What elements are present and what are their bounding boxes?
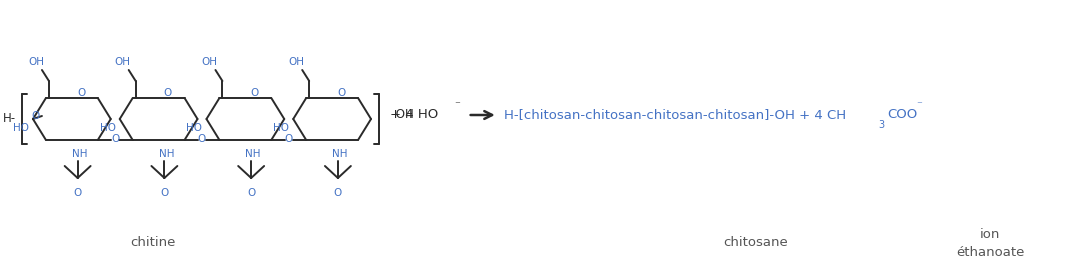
Text: O: O bbox=[32, 111, 40, 121]
Text: NH: NH bbox=[159, 149, 174, 159]
Text: O: O bbox=[337, 89, 346, 99]
Text: O: O bbox=[77, 89, 85, 99]
Text: H-[chitosan-chitosan-chitosan-chitosan]-OH + 4 CH: H-[chitosan-chitosan-chitosan-chitosan]-… bbox=[504, 109, 845, 122]
Text: HO: HO bbox=[100, 123, 115, 133]
Text: O: O bbox=[285, 134, 293, 144]
Text: NH: NH bbox=[72, 149, 87, 159]
Text: O: O bbox=[164, 89, 172, 99]
Text: OH: OH bbox=[201, 57, 218, 67]
Text: OH: OH bbox=[28, 57, 44, 67]
Text: 3: 3 bbox=[879, 120, 885, 130]
Text: HO: HO bbox=[186, 123, 202, 133]
Text: OH: OH bbox=[114, 57, 131, 67]
Text: + 4 HO: + 4 HO bbox=[390, 109, 438, 122]
Text: O: O bbox=[111, 134, 120, 144]
Text: NH: NH bbox=[332, 149, 348, 159]
Text: chitosane: chitosane bbox=[724, 235, 789, 248]
Text: HO: HO bbox=[273, 123, 289, 133]
Text: chitine: chitine bbox=[129, 235, 175, 248]
Text: O: O bbox=[160, 188, 169, 198]
Text: NH: NH bbox=[246, 149, 261, 159]
Text: O: O bbox=[198, 134, 206, 144]
Text: O: O bbox=[247, 188, 256, 198]
Text: HO: HO bbox=[13, 123, 29, 133]
Text: O: O bbox=[250, 89, 259, 99]
Text: ⁻: ⁻ bbox=[916, 100, 923, 110]
Text: COO: COO bbox=[888, 109, 918, 122]
Text: ⁻: ⁻ bbox=[454, 100, 459, 110]
Text: -OH: -OH bbox=[391, 109, 413, 122]
Text: O: O bbox=[74, 188, 82, 198]
Text: OH: OH bbox=[288, 57, 305, 67]
Text: ion: ion bbox=[980, 228, 1001, 241]
Text: H-: H- bbox=[3, 112, 16, 124]
Text: O: O bbox=[334, 188, 342, 198]
Text: éthanoate: éthanoate bbox=[956, 245, 1025, 258]
